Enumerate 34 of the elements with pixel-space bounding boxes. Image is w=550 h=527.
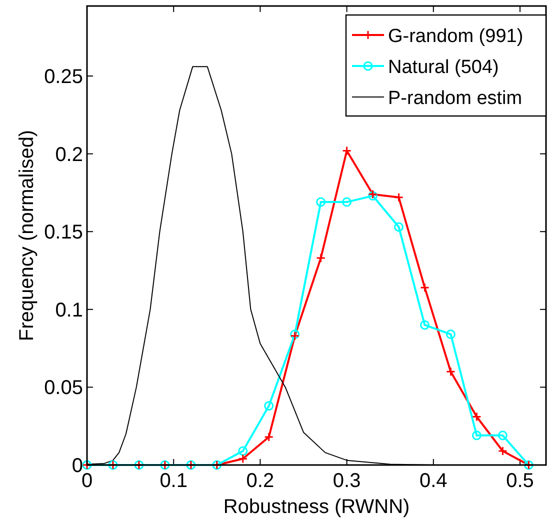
x-tick-label: 0.1 [160, 470, 188, 492]
point [264, 432, 274, 442]
point [238, 454, 248, 464]
y-tick-label: 0.2 [55, 144, 83, 166]
point [498, 446, 508, 456]
point [342, 197, 352, 207]
y-tick-label: 0 [72, 455, 83, 477]
point [316, 197, 326, 207]
point [446, 330, 456, 340]
y-tick-label: 0.1 [55, 299, 83, 322]
point [264, 401, 274, 411]
x-tick-label: 0.2 [246, 470, 274, 492]
point [316, 253, 326, 263]
point [446, 366, 456, 376]
x-tick-label: 0.3 [332, 470, 361, 492]
legend-label: P-random estim [388, 88, 522, 109]
point [342, 146, 352, 156]
point [420, 282, 430, 292]
point [472, 412, 482, 422]
point [472, 430, 482, 440]
x-axis-title: Robustness (RWNN) [223, 496, 410, 518]
y-tick-label: 0.15 [44, 222, 83, 244]
y-axis-title: Frequency (normalised) [16, 130, 38, 342]
point [394, 192, 404, 202]
y-tick-label: 0.25 [44, 66, 83, 88]
y-tick-label: 0.05 [44, 377, 83, 400]
point [394, 222, 404, 232]
legend-label: G-random (991) [388, 26, 524, 47]
x-tick-label: 0.4 [420, 470, 448, 492]
point [498, 430, 508, 440]
point [238, 446, 248, 456]
x-tick-label: 0.5 [506, 470, 534, 492]
legend-label: Natural (504) [388, 57, 499, 78]
point [420, 320, 430, 330]
